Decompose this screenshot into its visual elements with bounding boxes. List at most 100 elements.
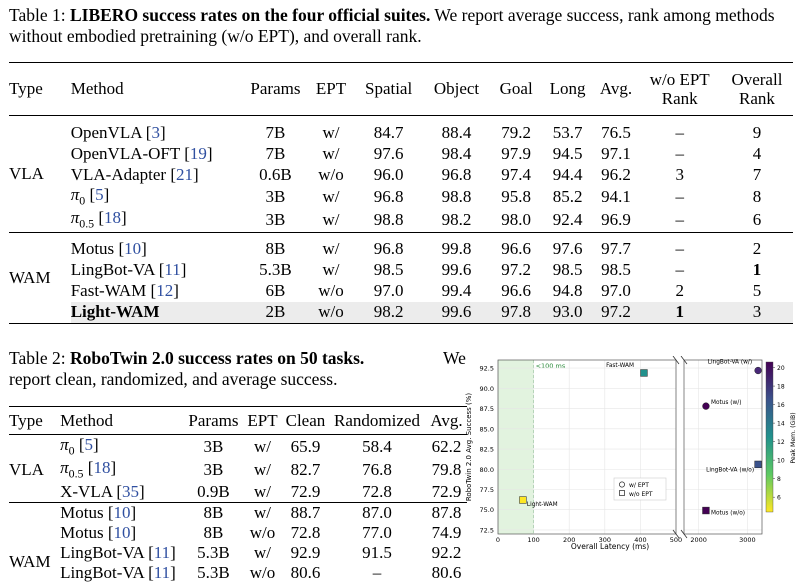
robotwin-table: Type Method Params EPT Clean Randomized … xyxy=(9,406,467,583)
cell-avg: 97.1 xyxy=(601,143,631,163)
cell-goal: 97.9 xyxy=(501,143,532,163)
cell-overall: 9 xyxy=(720,115,793,143)
citation-link[interactable]: 18 xyxy=(93,458,111,478)
citation-link[interactable]: 11 xyxy=(153,562,171,582)
citation-link[interactable]: 18 xyxy=(104,208,122,228)
cell-clean: 82.7 xyxy=(290,460,321,480)
cell-goal: 79.2 xyxy=(490,115,542,143)
table-row: LingBot-VA [11] 5.3B w/o 80.6 – 80.6 xyxy=(9,563,467,583)
x-tick-label: 0 xyxy=(496,536,500,544)
group-type: VLA xyxy=(9,115,71,233)
cell-params: 5.3B xyxy=(197,562,230,582)
t2-th-randomized: Randomized xyxy=(334,410,420,430)
citation-link[interactable]: 10 xyxy=(113,522,131,542)
method-cell: LingBot-VA [11] xyxy=(70,260,187,280)
method-name: LingBot-VA xyxy=(60,562,144,582)
citation-link[interactable]: 21 xyxy=(176,164,193,184)
method-cell: π0.5 [18] xyxy=(70,208,127,231)
cell-clean: 80.6 xyxy=(290,562,321,582)
point-label: Light-WAM xyxy=(527,502,558,508)
cell-avg: 74.9 xyxy=(431,522,462,542)
citation-link[interactable]: 10 xyxy=(113,502,131,522)
cell-spatial: 96.8 xyxy=(354,231,423,260)
method-cell: Light-WAM xyxy=(70,301,244,324)
th-overall-rank: Overall Rank xyxy=(731,70,783,108)
table-row: π0 [5] 3B w/96.8 98.8 95.8 85.2 94.1 – 8 xyxy=(9,185,793,208)
colorbar-tick-label: 18 xyxy=(777,383,785,390)
latency-success-chart: <100 ms 72.5 75.0 77.5 80.0 82.5 85.0 87.5 90.0 9… xyxy=(465,356,797,551)
cell-params: 8B xyxy=(243,231,308,260)
cell-params: 5.3B xyxy=(259,260,292,280)
group-type xyxy=(9,435,60,459)
x-axis-label: Overall Latency (ms) xyxy=(571,542,649,551)
method-cell: Motus [10] xyxy=(60,502,137,522)
table-row: WAM Motus [10] 8B w/96.8 99.8 96.6 97.6 97.7–2 xyxy=(9,231,793,324)
cell-object: 99.4 xyxy=(441,281,472,301)
citation-link[interactable]: 11 xyxy=(153,542,171,562)
y-tick-label: 75.0 xyxy=(480,506,494,514)
method-cell: π0.5 [18] xyxy=(60,458,117,481)
cell-object: 98.8 xyxy=(441,186,472,206)
cell-clean: 72.9 xyxy=(290,481,321,501)
data-point xyxy=(702,402,710,410)
table1-caption: Table 1: LIBERO success rates on the fou… xyxy=(9,5,775,46)
cell-params: 3B xyxy=(265,186,286,206)
citation-link[interactable]: 11 xyxy=(164,260,181,280)
method-cell: X-VLA [35] xyxy=(60,481,145,501)
cell-overall: 4 xyxy=(752,143,762,163)
cell-avg: 96.2 xyxy=(601,164,631,184)
method-name: X-VLA xyxy=(60,481,113,501)
t2-th-avg: Avg. xyxy=(430,410,463,430)
x-tick-label: 500 xyxy=(670,536,682,544)
colorbar-label: Peak Mem. (GiB) xyxy=(790,412,797,463)
cell-avg: 92.2 xyxy=(431,542,462,562)
method-cell: OpenVLA [3] xyxy=(70,115,244,143)
table-row: WAM LingBot-VA [11] 5.3B w/92.9 91.5 92.2 xyxy=(9,542,467,571)
citation-link[interactable]: 5 xyxy=(84,435,94,454)
group-type: WAM xyxy=(9,231,71,324)
data-point xyxy=(702,506,710,515)
colorbar-tick-label: 8 xyxy=(777,476,781,483)
y-tick-label: 77.5 xyxy=(480,486,494,494)
citation-link[interactable]: 35 xyxy=(121,481,139,501)
cell-long: 53.7 xyxy=(541,115,594,143)
cell-avg: 79.8 xyxy=(431,460,462,480)
y-tick-label: 87.5 xyxy=(480,405,494,413)
cell-spatial: 98.5 xyxy=(373,260,404,280)
cell-params: 7B xyxy=(243,115,308,143)
citation-link[interactable]: 12 xyxy=(156,281,174,301)
th-long: Long xyxy=(549,79,586,98)
table-row: π0.5 [18] 3B w/98.8 98.2 98.0 92.4 96.9 – 6 xyxy=(9,208,793,232)
method-name: Light-WAM xyxy=(70,302,160,322)
cell-woept: 1 xyxy=(638,301,721,324)
y-axis-label: RoboTwin 2.0 Avg. Success (%) xyxy=(465,393,473,502)
th-object: Object xyxy=(433,79,480,98)
method-cell: Fast-WAM [12] xyxy=(70,281,179,301)
th-woept-rank: w/o EPT Rank xyxy=(649,70,710,108)
t2-th-type: Type xyxy=(9,410,43,430)
cell-long: 98.5 xyxy=(552,260,583,280)
plot-frame-left xyxy=(497,359,677,535)
point-label: Fast-WAM xyxy=(606,363,634,369)
citation-link[interactable]: 10 xyxy=(124,239,142,259)
legend-circle-icon xyxy=(619,481,625,488)
cell-clean: 92.9 xyxy=(290,542,321,562)
cell-long: 97.6 xyxy=(541,231,594,260)
citation-link[interactable]: 5 xyxy=(95,185,104,204)
cell-object: 99.6 xyxy=(422,301,491,324)
legend-label: w/o EPT xyxy=(629,491,653,498)
table2-title: RoboTwin 2.0 success rates on 50 tasks. xyxy=(69,348,365,368)
cell-spatial: 97.0 xyxy=(373,281,404,301)
citation-link[interactable]: 19 xyxy=(189,143,207,163)
cell-goal: 95.8 xyxy=(501,186,532,206)
cell-ept: w/ xyxy=(322,260,340,280)
method-cell: VLA-Adapter [21] xyxy=(70,164,199,184)
cell-overall: 8 xyxy=(752,186,762,206)
citation-link[interactable]: 3 xyxy=(151,122,160,142)
cell-clean: 65.9 xyxy=(290,436,321,456)
cell-long: 93.0 xyxy=(541,301,594,324)
libero-table: Type Method Params EPT Spatial Object Go… xyxy=(9,62,793,324)
cell-avg: 96.9 xyxy=(601,210,631,230)
cell-goal: 96.6 xyxy=(490,231,542,260)
colorbar-tick-label: 6 xyxy=(777,494,781,501)
